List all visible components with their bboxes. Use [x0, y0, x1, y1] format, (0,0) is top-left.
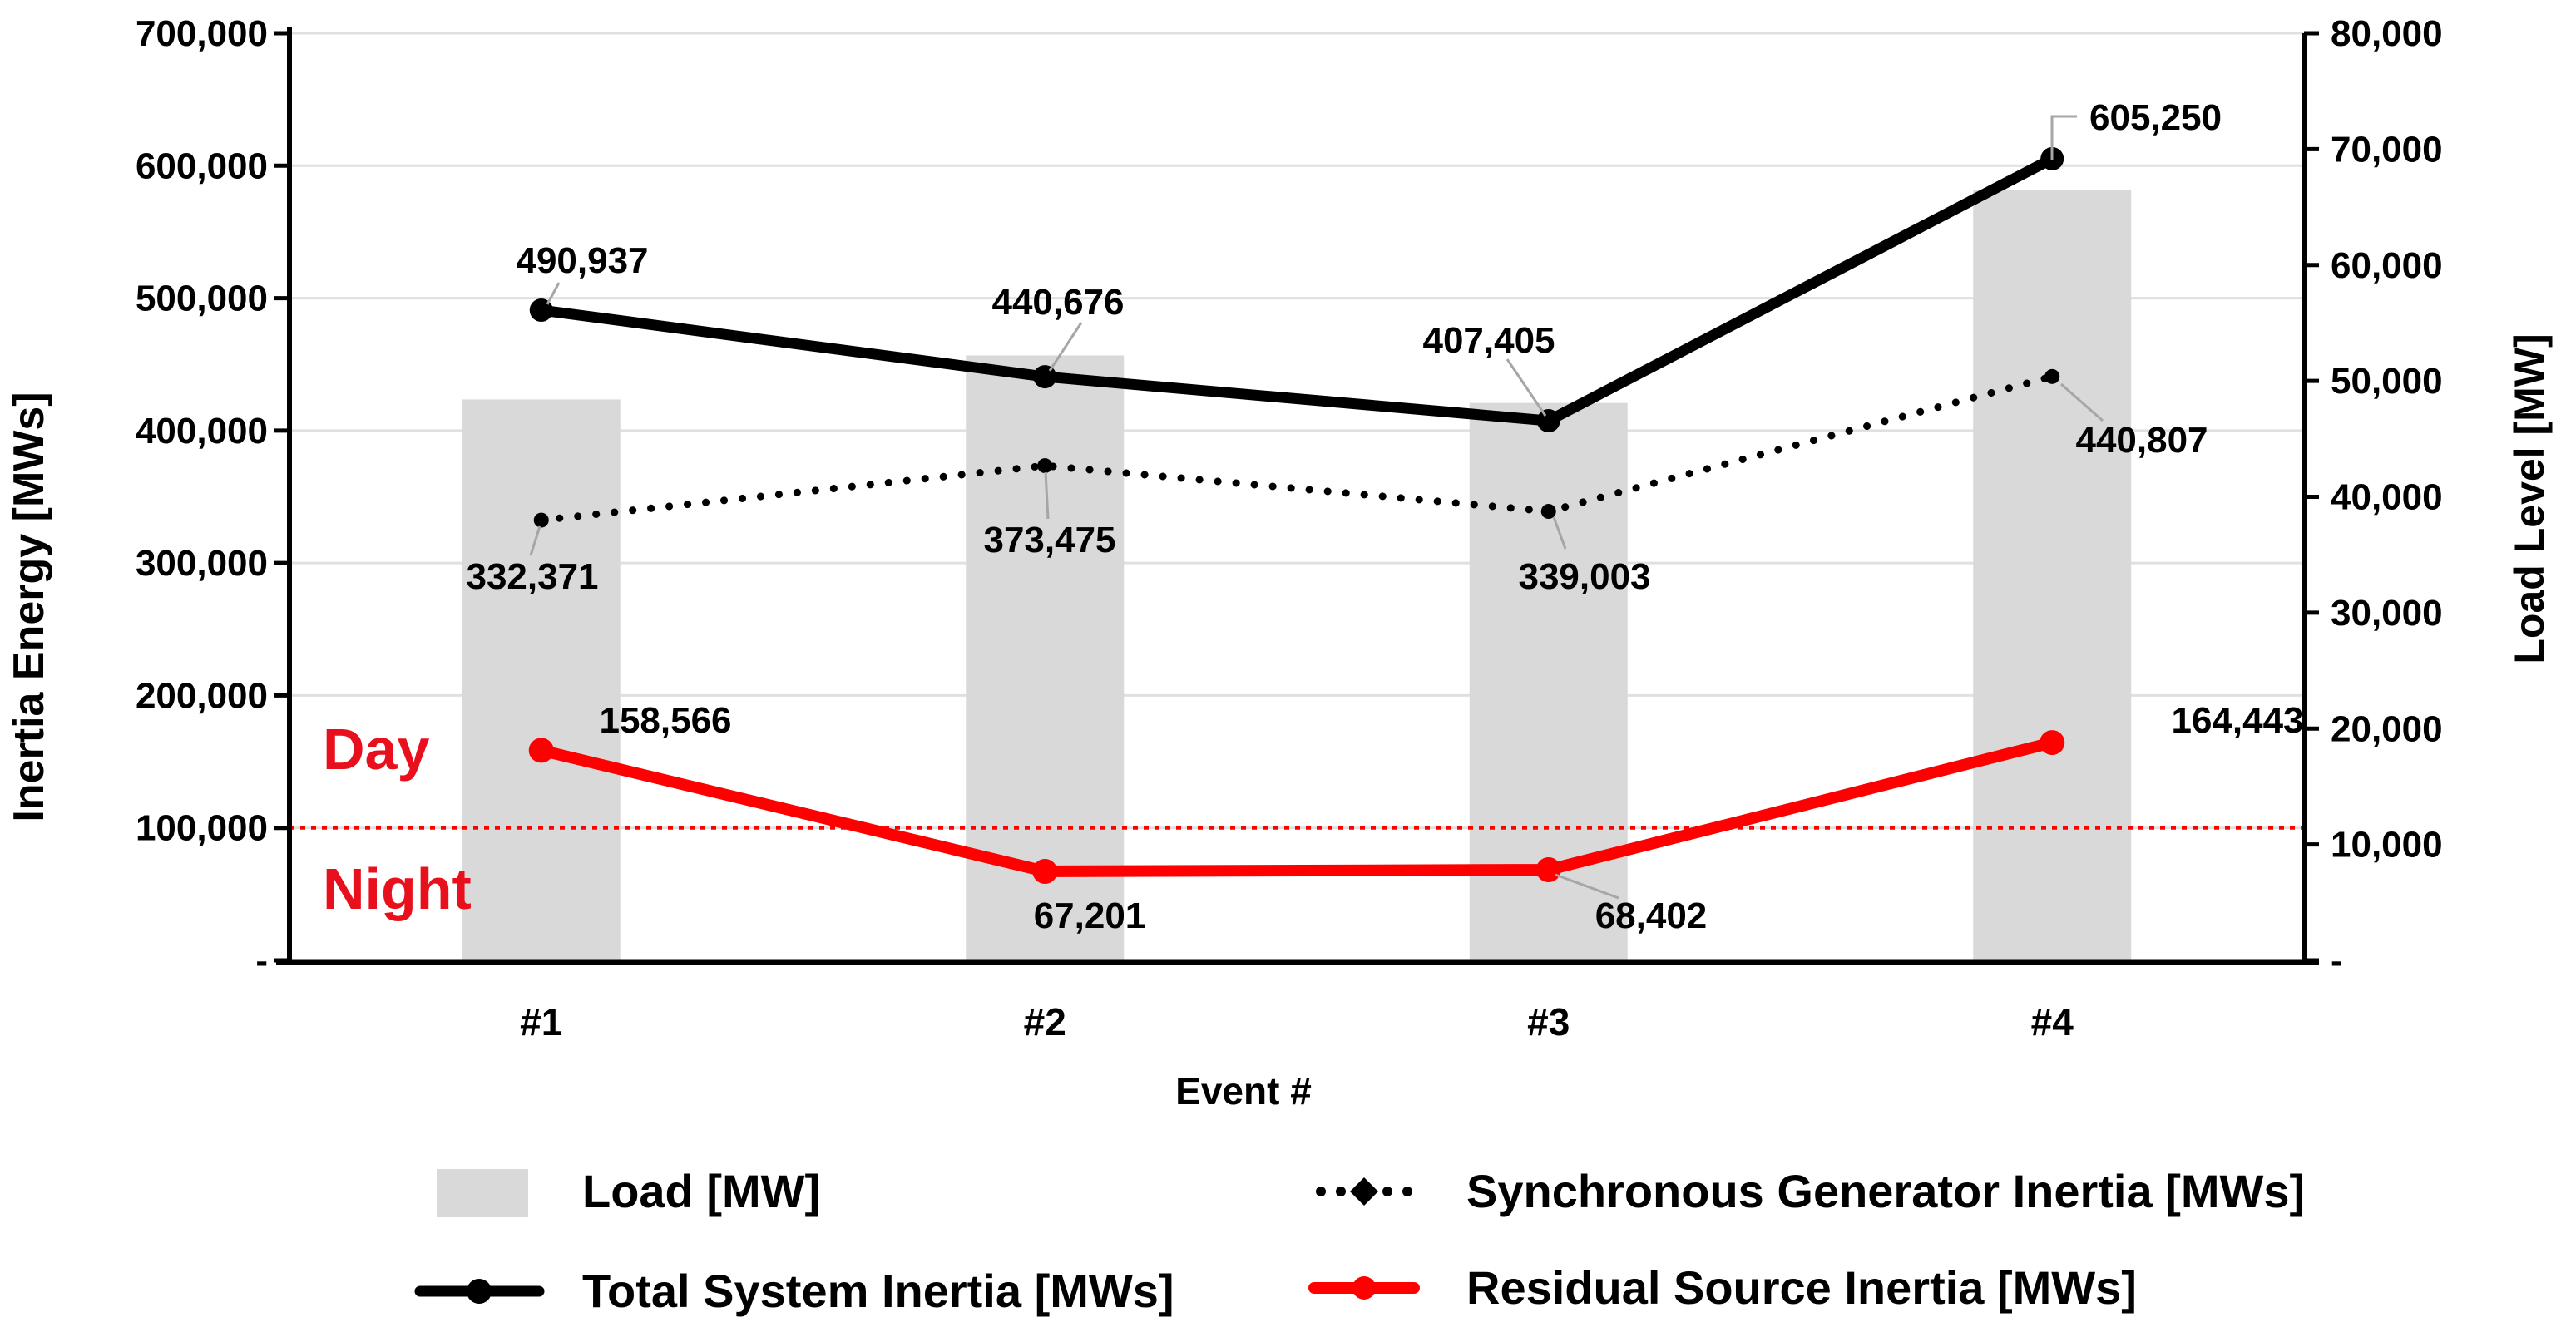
right-tick-label: 70,000: [2331, 129, 2443, 170]
left-tick-label: 200,000: [136, 675, 268, 716]
data-label: 332,371: [466, 556, 598, 597]
legend-label-load: Load [MW]: [582, 1165, 820, 1217]
data-label: 440,807: [2075, 420, 2208, 461]
legend-sync-swatch-marker: [1350, 1177, 1378, 1206]
residual-line-marker: [2040, 730, 2065, 756]
leader-line: [1552, 516, 1567, 550]
leader-line: [1048, 322, 1083, 372]
legend-sync-swatch-dot: [1336, 1187, 1346, 1196]
right-tick-label: 50,000: [2331, 361, 2443, 402]
data-label: 158,566: [599, 700, 731, 741]
legend-label-sync: Synchronous Generator Inertia [MWs]: [1466, 1165, 2305, 1217]
legend-label-residual: Residual Source Inertia [MWs]: [1466, 1261, 2137, 1314]
left-axis-title: Inertia Energy [MWs]: [5, 392, 53, 821]
residual-line-marker: [1535, 857, 1561, 883]
right-tick-label: 10,000: [2331, 825, 2443, 866]
leader-line: [1506, 358, 1547, 417]
data-label: 440,676: [991, 282, 1124, 323]
category-label: #3: [1527, 1000, 1570, 1043]
total-line-marker: [1033, 365, 1057, 389]
total-system-inertia-line: [536, 153, 2058, 427]
total-line-marker: [1536, 409, 1560, 433]
x-axis-title: Event #: [1175, 1069, 1312, 1113]
left-tick-label: 500,000: [136, 279, 268, 319]
leader-line: [2050, 115, 2077, 160]
data-label: 339,003: [1518, 556, 1650, 597]
data-label: 67,201: [1034, 895, 1146, 936]
left-tick-label: 400,000: [136, 411, 268, 451]
leader-line: [2060, 382, 2104, 422]
data-label: 490,937: [516, 240, 648, 281]
sync-line-marker: [1540, 504, 1556, 520]
data-label: 407,405: [1422, 320, 1555, 361]
left-tick-label: 300,000: [136, 543, 268, 584]
right-tick-label: -: [2331, 940, 2343, 981]
right-tick-label: 20,000: [2331, 708, 2443, 749]
left-tick-label: 100,000: [136, 808, 268, 849]
legend-total-swatch-marker: [467, 1279, 492, 1304]
right-axis-title: Load Level [MW]: [2506, 333, 2553, 664]
sync-line-marker: [1037, 458, 1053, 474]
leader-line: [1555, 873, 1619, 900]
load-bar: [1973, 190, 2132, 960]
legend-sync-swatch-dot: [1402, 1187, 1412, 1196]
legend-sync-swatch-dot: [1382, 1187, 1392, 1196]
sync-line-marker: [533, 512, 549, 528]
data-label: 373,475: [983, 520, 1115, 560]
data-label: 605,250: [2089, 97, 2222, 138]
legend-sync-swatch-dot: [1316, 1187, 1326, 1196]
leader-line: [546, 282, 561, 305]
sync-line-marker: [2044, 368, 2060, 384]
total-line-marker: [529, 298, 553, 323]
load-bar: [462, 399, 621, 960]
left-tick-label: 600,000: [136, 146, 268, 186]
category-label: #4: [2031, 1000, 2074, 1043]
right-tick-label: 30,000: [2331, 593, 2443, 634]
category-label: #2: [1024, 1000, 1066, 1043]
night-label: Night: [323, 856, 472, 921]
legend-residual-swatch-marker: [1352, 1276, 1376, 1300]
category-label: #1: [520, 1000, 562, 1043]
residual-source-inertia-line: [535, 737, 2059, 877]
right-tick-label: 80,000: [2331, 13, 2443, 54]
left-tick-label: -: [255, 940, 268, 981]
leader-line: [529, 525, 541, 556]
legend-label-total: Total System Inertia [MWs]: [582, 1265, 1174, 1317]
right-tick-label: 60,000: [2331, 245, 2443, 286]
data-label: 164,443: [2171, 700, 2303, 741]
right-tick-label: 40,000: [2331, 477, 2443, 518]
leader-line: [1044, 471, 1050, 520]
day-label: Day: [323, 717, 429, 782]
residual-line-marker: [1032, 858, 1058, 884]
residual-line-marker: [528, 738, 554, 763]
left-tick-label: 700,000: [136, 13, 268, 54]
data-label: 68,402: [1595, 895, 1708, 936]
legend-load-swatch: [437, 1169, 528, 1217]
